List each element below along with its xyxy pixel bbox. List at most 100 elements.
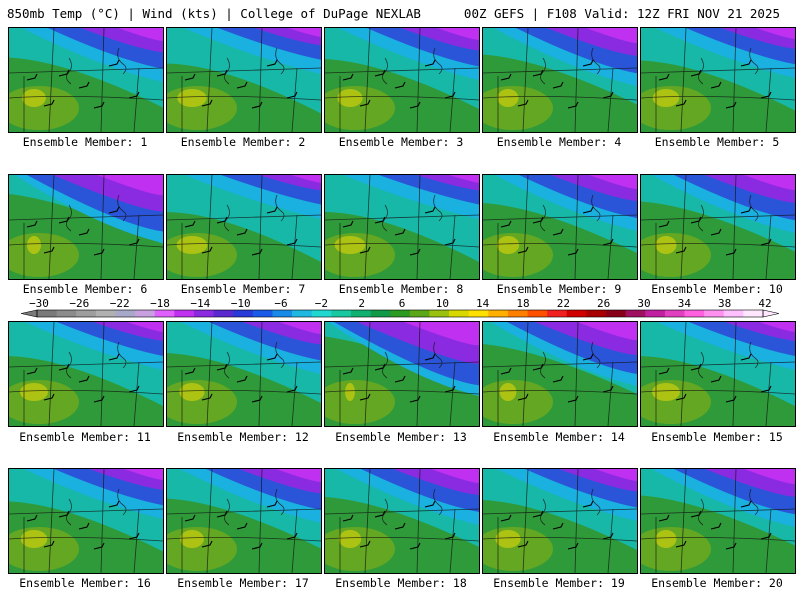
colorbar-tick-label: 2 xyxy=(358,297,365,310)
temperature-map xyxy=(167,322,321,426)
colorbar-tick-label: 22 xyxy=(556,297,570,310)
member-caption: Ensemble Member: 8 xyxy=(338,282,464,296)
member-caption: Ensemble Member: 7 xyxy=(180,282,306,296)
temperature-map xyxy=(641,175,795,279)
colorbar-swatch xyxy=(350,310,371,317)
colorbar-swatch xyxy=(664,310,685,317)
colorbar-swatch xyxy=(115,310,136,317)
colorbar-swatch xyxy=(625,310,646,317)
colorbar-swatch xyxy=(331,310,352,317)
colorbar-swatch xyxy=(174,310,195,317)
temperature-map xyxy=(9,469,163,573)
colorbar-swatch xyxy=(213,310,234,317)
colorbar-tick-label: −26 xyxy=(69,297,90,310)
temperature-map xyxy=(9,322,163,426)
colorbar-swatch xyxy=(154,310,175,317)
temperature-map xyxy=(325,28,479,132)
temperature-map xyxy=(483,28,637,132)
temperature-map xyxy=(167,175,321,279)
member-caption: Ensemble Member: 19 xyxy=(493,576,625,590)
colorbar-swatch xyxy=(193,310,214,317)
temperature-map xyxy=(641,469,795,573)
member-map-panel xyxy=(8,321,164,427)
member-caption: Ensemble Member: 6 xyxy=(22,282,148,296)
member-map-panel xyxy=(324,321,480,427)
member-map-panel xyxy=(324,174,480,280)
temperature-map xyxy=(483,469,637,573)
temperature-map xyxy=(167,28,321,132)
colorbar-swatch xyxy=(566,310,587,317)
temperature-map xyxy=(641,322,795,426)
member-map-panel xyxy=(640,174,796,280)
colorbar-frame xyxy=(36,309,764,318)
colorbar-max-arrow xyxy=(762,309,780,318)
temperature-map xyxy=(325,175,479,279)
member-map-panel xyxy=(640,27,796,133)
temperature-map xyxy=(325,322,479,426)
member-map-panel xyxy=(166,174,322,280)
colorbar-swatch xyxy=(311,310,332,317)
member-caption: Ensemble Member: 2 xyxy=(180,135,306,149)
member-map-panel xyxy=(8,174,164,280)
member-caption: Ensemble Member: 1 xyxy=(22,135,148,149)
colorbar-swatch xyxy=(704,310,725,317)
colorbar-tick-label: −2 xyxy=(314,297,328,310)
member-caption: Ensemble Member: 17 xyxy=(177,576,309,590)
member-map-panel xyxy=(324,27,480,133)
colorbar-swatch xyxy=(370,310,391,317)
header-title: 850mb Temp (°C) | Wind (kts) | College o… xyxy=(7,6,421,21)
colorbar-swatch xyxy=(743,310,764,317)
colorbar-tick-label: 14 xyxy=(476,297,490,310)
colorbar-swatch xyxy=(272,310,293,317)
colorbar-swatch xyxy=(292,310,313,317)
colorbar-swatch xyxy=(37,310,58,317)
colorbar-tick-label: 30 xyxy=(637,297,651,310)
colorbar-swatch xyxy=(56,310,77,317)
member-map-panel xyxy=(640,321,796,427)
colorbar-tick-label: 26 xyxy=(597,297,611,310)
temperature-map xyxy=(167,469,321,573)
member-map-panel xyxy=(482,27,638,133)
colorbar-swatch xyxy=(390,310,411,317)
colorbar-tick-label: 42 xyxy=(758,297,772,310)
temperature-colorbar: −30 −26 −22 −18 −14 −10 −6 −2 2 6 10 14 18 22 26 30 34 38… xyxy=(15,297,785,320)
member-map-panel xyxy=(8,27,164,133)
member-map-panel xyxy=(482,174,638,280)
header-valid-time: 00Z GEFS | F108 Valid: 12Z FRI NOV 21 20… xyxy=(463,6,780,21)
colorbar-swatch xyxy=(95,310,116,317)
colorbar-swatch xyxy=(135,310,156,317)
temperature-map xyxy=(483,175,637,279)
member-map-panel xyxy=(8,468,164,574)
colorbar-tick-label: 34 xyxy=(677,297,691,310)
member-caption: Ensemble Member: 13 xyxy=(335,430,467,444)
temperature-map xyxy=(9,175,163,279)
member-caption: Ensemble Member: 3 xyxy=(338,135,464,149)
colorbar-tick-label: −6 xyxy=(274,297,288,310)
colorbar-swatch xyxy=(684,310,705,317)
colorbar-swatch xyxy=(449,310,470,317)
colorbar-swatch xyxy=(488,310,509,317)
temperature-map xyxy=(325,469,479,573)
member-map-panel xyxy=(166,321,322,427)
header: 850mb Temp (°C) | Wind (kts) | College o… xyxy=(0,0,800,26)
member-caption: Ensemble Member: 12 xyxy=(177,430,309,444)
member-map-panel xyxy=(166,468,322,574)
colorbar-tick-label: −10 xyxy=(230,297,251,310)
member-map-panel xyxy=(640,468,796,574)
colorbar-swatch xyxy=(547,310,568,317)
colorbar-swatch xyxy=(723,310,744,317)
temperature-map xyxy=(483,322,637,426)
member-map-panel xyxy=(324,468,480,574)
member-caption: Ensemble Member: 14 xyxy=(493,430,625,444)
member-caption: Ensemble Member: 9 xyxy=(496,282,622,296)
colorbar-tick-label: 18 xyxy=(516,297,530,310)
colorbar-tick-label: 6 xyxy=(398,297,406,310)
member-caption: Ensemble Member: 11 xyxy=(19,430,151,444)
member-caption: Ensemble Member: 16 xyxy=(19,576,151,590)
colorbar-swatch xyxy=(76,310,97,317)
colorbar-tick-label: −22 xyxy=(109,297,130,310)
member-caption: Ensemble Member: 18 xyxy=(335,576,467,590)
colorbar-swatch xyxy=(507,310,528,317)
colorbar-swatch xyxy=(429,310,450,317)
colorbar-tick-label: −14 xyxy=(190,297,211,310)
